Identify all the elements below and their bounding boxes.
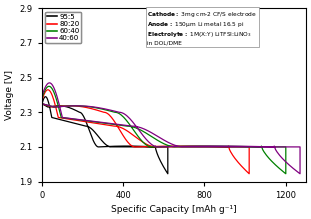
80:20 bbox=[156, 145, 160, 148]
95:5 bbox=[46, 106, 50, 108]
95:5 bbox=[44, 95, 47, 98]
95:5 bbox=[92, 141, 96, 143]
40:60 bbox=[53, 106, 57, 108]
95:5 bbox=[40, 104, 44, 107]
95:5 bbox=[105, 144, 109, 147]
40:60 bbox=[298, 172, 302, 175]
80:20 bbox=[50, 106, 54, 108]
40:60 bbox=[147, 141, 151, 143]
60:40 bbox=[141, 141, 145, 143]
40:60 bbox=[173, 144, 177, 147]
60:40 bbox=[52, 106, 56, 108]
Line: 40:60: 40:60 bbox=[42, 83, 300, 174]
X-axis label: Specific Capacity [mAh g⁻¹]: Specific Capacity [mAh g⁻¹] bbox=[111, 205, 237, 214]
40:60 bbox=[104, 108, 108, 110]
Line: 60:40: 60:40 bbox=[42, 86, 286, 174]
95:5 bbox=[40, 102, 44, 105]
80:20 bbox=[91, 108, 95, 110]
Legend: 95:5, 80:20, 60:40, 40:60: 95:5, 80:20, 60:40, 40:60 bbox=[45, 12, 81, 43]
60:40 bbox=[100, 108, 104, 110]
60:40 bbox=[40, 102, 44, 105]
95:5 bbox=[156, 146, 160, 148]
40:60 bbox=[184, 145, 188, 148]
40:60 bbox=[48, 81, 51, 84]
60:40 bbox=[265, 146, 269, 148]
80:20 bbox=[46, 88, 50, 91]
95:5 bbox=[71, 108, 75, 110]
80:20 bbox=[126, 141, 129, 143]
Line: 95:5: 95:5 bbox=[42, 97, 168, 174]
Text: $\bf{Cathode:}$ 3mg cm-2 CF/S electrode
$\bf{Anode:}$ 150μm Li metal 16.5 pi
$\b: $\bf{Cathode:}$ 3mg cm-2 CF/S electrode … bbox=[147, 10, 258, 45]
60:40 bbox=[166, 144, 169, 147]
60:40 bbox=[284, 172, 288, 175]
95:5 bbox=[110, 145, 114, 148]
40:60 bbox=[278, 146, 282, 148]
40:60 bbox=[40, 96, 44, 98]
40:60 bbox=[40, 102, 44, 105]
60:40 bbox=[177, 145, 180, 148]
60:40 bbox=[47, 85, 51, 88]
95:5 bbox=[166, 172, 170, 175]
Line: 80:20: 80:20 bbox=[42, 90, 249, 174]
60:40 bbox=[40, 98, 44, 101]
80:20 bbox=[247, 172, 251, 175]
80:20 bbox=[231, 146, 235, 148]
Y-axis label: Voltage [V]: Voltage [V] bbox=[5, 70, 14, 120]
80:20 bbox=[147, 144, 151, 147]
80:20 bbox=[40, 102, 44, 105]
80:20 bbox=[40, 100, 44, 102]
